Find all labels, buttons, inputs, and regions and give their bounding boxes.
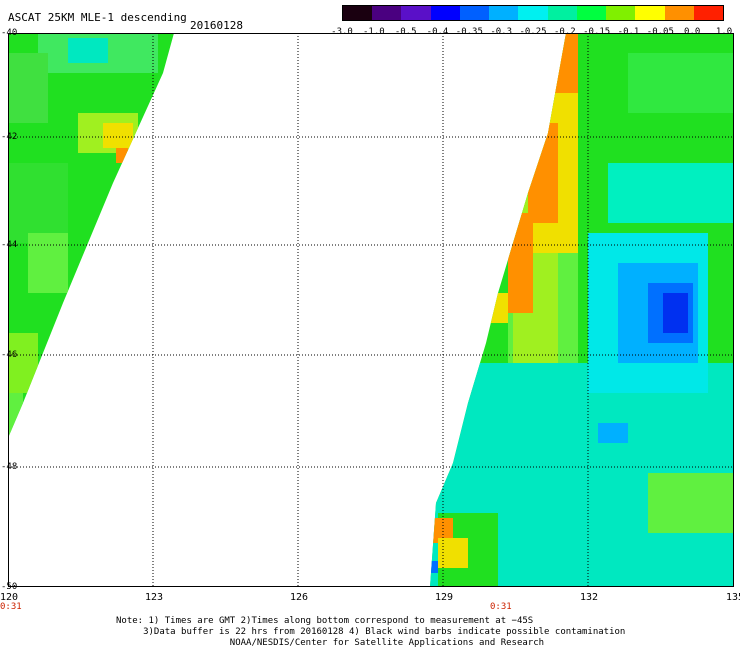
colorbar-segment xyxy=(401,6,431,20)
colorbar-label: 0.0 xyxy=(684,27,701,37)
colorbar-label: -0.35 xyxy=(455,27,483,37)
time-label: 0:31 xyxy=(0,602,22,612)
colorbar-segment xyxy=(489,6,519,20)
map-date: 20160128 xyxy=(190,19,243,32)
colorbar-segment xyxy=(547,6,577,20)
lat-label: -44 xyxy=(1,240,18,250)
colorbar-segment xyxy=(430,6,460,20)
colorbar-label: -0.15 xyxy=(583,27,611,37)
lon-label: 135 xyxy=(726,592,740,603)
colorbar-label: 1.0 xyxy=(715,27,733,37)
lon-label: 120 xyxy=(0,592,19,603)
lat-lon-grid xyxy=(8,33,734,587)
lon-label: 123 xyxy=(145,592,164,603)
colorbar-segment xyxy=(635,6,665,20)
lat-label: -40 xyxy=(1,28,18,38)
colorbar-segment xyxy=(664,6,694,20)
colorbar-segment xyxy=(459,6,490,20)
colorbar-labels: -3.0 -1.0 -0.5 -0.4 -0.35 -0.3 -0.25 -0.2 -0.15-… xyxy=(330,27,733,39)
plot-frame xyxy=(8,33,734,587)
colorbar-label: -0.4 xyxy=(426,27,449,37)
lat-label: -48 xyxy=(1,462,18,472)
colorbar-label: -0.1 xyxy=(617,27,640,37)
colorbar-label: -0.2 xyxy=(553,27,576,37)
colorbar-label: -0.3 xyxy=(490,27,512,37)
wind-map-plot xyxy=(8,33,734,587)
time-label: 0:31 xyxy=(490,602,512,612)
colorbar-segment xyxy=(693,6,724,20)
lat-label: -42 xyxy=(1,132,18,142)
colorbar-segment xyxy=(372,6,402,20)
lon-label: 132 xyxy=(580,592,599,603)
colorbar-segment xyxy=(576,6,607,20)
colorbar-label: -0.5 xyxy=(394,27,417,37)
map-title: ASCAT 25KM MLE-1 descending xyxy=(8,11,187,24)
lon-label: 129 xyxy=(435,592,454,603)
lon-label: 126 xyxy=(290,592,309,603)
lat-label: -50 xyxy=(1,582,18,592)
footnote: Note: 1) Times are GMT 2)Times along bot… xyxy=(116,616,625,649)
colorbar-segment xyxy=(606,6,636,20)
colorbar-label: -1.0 xyxy=(362,27,385,37)
colorbar-segment xyxy=(518,6,548,20)
footnote-line-2: 3)Data buffer is 22 hrs from 20160128 4)… xyxy=(143,627,626,637)
colorbar-label: -0.05 xyxy=(646,27,674,37)
footnote-line-3: NOAA/NESDIS/Center for Satellite Applica… xyxy=(229,638,545,648)
footnote-line-1: Note: 1) Times are GMT 2)Times along bot… xyxy=(116,616,534,626)
colorbar xyxy=(342,5,724,21)
colorbar-label: -0.25 xyxy=(519,27,547,37)
colorbar-label: -3.0 xyxy=(331,27,353,37)
lat-label: -46 xyxy=(1,350,18,360)
right-swath xyxy=(430,33,734,587)
colorbar-segment xyxy=(343,6,373,20)
